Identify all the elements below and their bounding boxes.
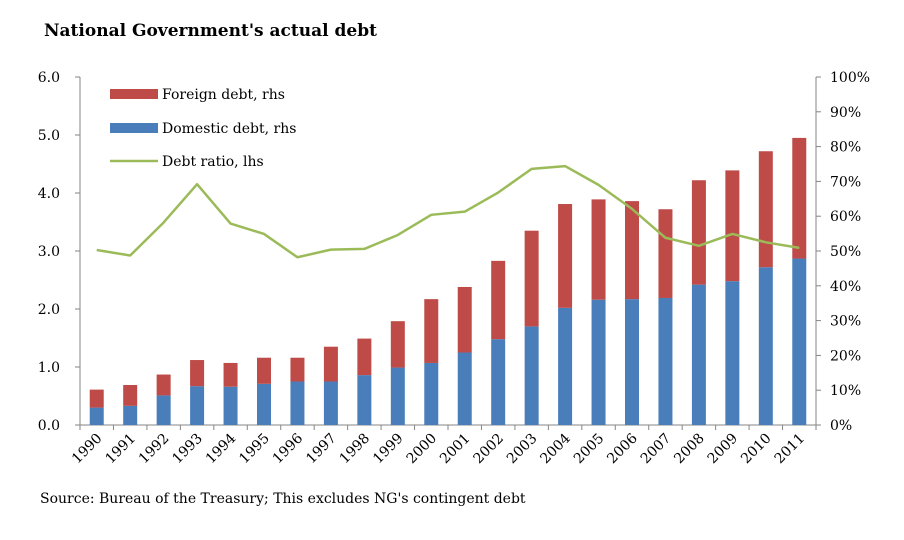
x-tick-label: 2010 [738,431,775,468]
bar-foreign-1994 [223,362,238,387]
y-right-tick-label: 90% [830,105,861,121]
legend-swatch-foreign [110,89,158,99]
bar-domestic-2008 [691,284,706,425]
bar-foreign-1995 [257,357,271,384]
y-left-tick-label: 3.0 [38,244,60,260]
legend-label: Domestic debt, rhs [162,121,296,137]
bar-domestic-2009 [725,281,740,425]
y-right-tick-label: 30% [830,314,861,330]
bar-foreign-1990 [89,389,104,408]
bar-domestic-2001 [457,352,472,425]
bar-domestic-2011 [792,258,807,425]
y-left-tick-label: 1.0 [38,360,60,376]
bar-foreign-2002 [491,260,506,340]
y-right-tick-label: 70% [830,174,861,190]
bar-domestic-2010 [758,267,773,425]
x-tick-label: 2002 [470,431,507,468]
bar-domestic-1997 [323,381,338,425]
x-tick-label: 2004 [537,430,574,467]
x-tick-label: 1993 [169,431,206,468]
bar-domestic-1996 [290,381,305,425]
bar-domestic-1993 [190,386,205,425]
x-tick-label: 1999 [370,431,407,468]
y-right-tick-label: 80% [830,140,861,156]
bar-foreign-2010 [758,151,773,268]
y-right-tick-label: 10% [830,383,861,399]
bar-foreign-2007 [658,209,673,298]
y-left-tick-label: 2.0 [38,302,60,318]
bar-foreign-2005 [591,199,606,300]
bar-domestic-2004 [558,307,573,425]
line-debt-ratio [96,164,800,259]
x-tick-label: 1994 [203,430,240,467]
bar-domestic-2000 [424,362,439,425]
bar-foreign-1999 [390,321,405,368]
x-tick-label: 1992 [136,431,173,468]
x-tick-label: 2008 [671,431,708,468]
bar-foreign-2004 [558,204,573,308]
bar-domestic-2007 [658,297,673,425]
x-tick-label: 2001 [437,431,474,468]
bar-foreign-2001 [457,286,472,353]
bar-foreign-1997 [323,346,338,382]
y-right-tick-label: 0% [830,418,852,434]
bar-foreign-1996 [290,357,305,382]
x-tick-label: 1997 [303,431,340,468]
bar-domestic-1994 [223,386,238,425]
bar-foreign-2009 [725,170,740,282]
x-tick-label: 1998 [337,431,374,468]
y-right-tick-label: 40% [830,279,861,295]
bar-domestic-1995 [257,383,271,425]
bar-foreign-2000 [424,299,439,363]
bar-domestic-1991 [123,405,138,425]
x-tick-label: 2011 [772,431,809,468]
bar-foreign-1993 [190,360,205,387]
x-tick-label: 1990 [69,431,106,468]
y-left-tick-label: 6.0 [38,70,60,86]
bar-domestic-1992 [156,395,171,425]
bar-domestic-1998 [357,375,372,425]
bar-domestic-2003 [524,326,539,425]
x-tick-label: 2005 [571,431,608,468]
x-tick-label: 2003 [504,431,541,468]
chart-source: Source: Bureau of the Treasury; This exc… [40,491,526,507]
x-tick-label: 2009 [705,431,742,468]
bar-domestic-1999 [390,367,405,425]
bar-foreign-1991 [123,384,138,406]
legend-label: Debt ratio, lhs [162,154,264,170]
bar-domestic-1990 [89,407,104,425]
x-tick-label: 1995 [236,431,273,468]
bar-foreign-2011 [792,137,807,259]
bar-foreign-2006 [625,201,639,300]
y-left-tick-label: 0.0 [38,418,60,434]
bar-foreign-1992 [156,374,171,396]
y-right-tick-label: 20% [830,348,861,364]
legend-label: Foreign debt, rhs [162,87,285,103]
x-tick-label: 2000 [404,431,441,468]
bar-foreign-2003 [524,230,539,327]
bar-domestic-2002 [491,339,506,425]
bar-foreign-1998 [357,338,372,376]
x-tick-label: 1996 [270,430,307,467]
y-right-tick-label: 60% [830,209,861,225]
y-right-tick-label: 100% [830,70,870,86]
x-tick-label: 2006 [604,430,641,467]
y-left-tick-label: 4.0 [38,186,60,202]
chart-title: National Government's actual debt [44,21,377,41]
y-right-tick-label: 50% [830,244,861,260]
x-tick-label: 2007 [638,431,675,468]
y-left-tick-label: 5.0 [38,128,60,144]
bar-domestic-2005 [591,299,606,425]
x-tick-label: 1991 [102,431,139,468]
bar-foreign-2008 [691,180,706,285]
legend-swatch-domestic [110,123,158,133]
bar-domestic-2006 [625,299,639,425]
